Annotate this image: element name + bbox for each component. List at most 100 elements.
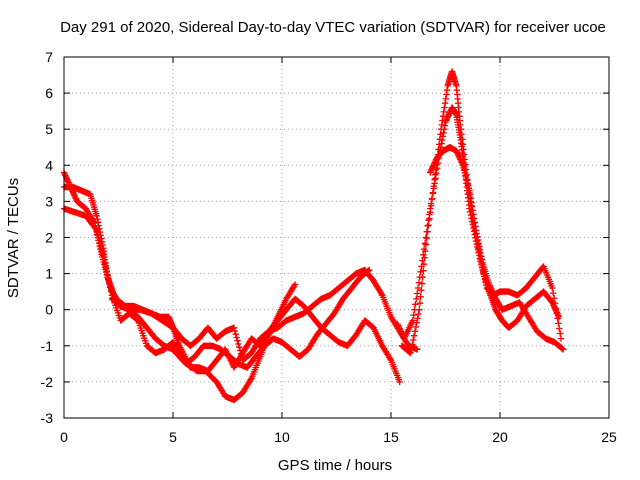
data-point <box>477 249 484 257</box>
data-point <box>413 319 420 326</box>
series-sat-track-1 <box>60 183 299 404</box>
data-point <box>418 287 425 294</box>
data-point <box>437 126 445 133</box>
data-point <box>100 252 107 259</box>
x-tick-label: 0 <box>60 429 68 445</box>
data-point <box>236 347 244 354</box>
data-point <box>429 189 437 196</box>
data-point <box>106 280 113 287</box>
data-point <box>412 301 419 308</box>
y-tick-label: -3 <box>41 410 54 426</box>
data-point <box>557 335 565 342</box>
data-point <box>419 274 426 281</box>
data-point <box>231 327 239 335</box>
data-point <box>416 300 424 307</box>
data-point <box>470 211 477 218</box>
data-point <box>426 215 433 222</box>
data-point <box>417 293 424 300</box>
data-point <box>428 196 436 203</box>
data-point <box>439 117 446 124</box>
data-point <box>430 183 437 190</box>
data-point <box>413 295 420 303</box>
data-point <box>410 311 417 319</box>
data-point <box>551 300 559 307</box>
data-point <box>424 222 431 230</box>
data-point <box>409 317 416 324</box>
x-tick-label: 20 <box>492 429 508 445</box>
data-point <box>431 159 438 166</box>
data-point <box>64 178 72 185</box>
data-point <box>420 261 428 268</box>
data-point <box>436 136 443 143</box>
y-tick-label: 1 <box>45 266 53 282</box>
series-sat-track-6 <box>398 68 565 357</box>
data-point <box>560 346 567 353</box>
data-point <box>94 219 102 226</box>
data-point <box>406 349 413 356</box>
x-axis-label: GPS time / hours <box>278 457 392 474</box>
data-point <box>396 378 403 386</box>
y-tick-label: -1 <box>41 338 54 354</box>
data-point <box>431 176 438 183</box>
data-point <box>411 328 419 335</box>
x-tick-label: 25 <box>601 429 617 445</box>
y-tick-label: 2 <box>45 230 53 246</box>
data-point <box>415 310 422 318</box>
data-point <box>421 254 428 261</box>
data-point <box>460 151 468 158</box>
data-point <box>386 355 394 362</box>
data-point <box>107 288 115 295</box>
data-point <box>459 141 466 148</box>
data-point <box>472 227 480 234</box>
x-tick-label: 5 <box>169 429 177 445</box>
data-point <box>105 276 112 283</box>
series-sat-track-7 <box>427 144 567 353</box>
data-point <box>491 292 498 300</box>
data-point <box>556 325 563 332</box>
data-point <box>423 235 430 242</box>
data-point <box>236 344 243 351</box>
data-point <box>396 325 403 332</box>
data-point <box>100 256 108 263</box>
data-point <box>232 331 239 338</box>
data-point <box>555 320 562 327</box>
series-sat-track-4 <box>108 266 421 364</box>
data-point <box>134 316 141 323</box>
data-point <box>443 87 451 94</box>
data-point <box>66 180 73 188</box>
data-point <box>550 289 557 297</box>
data-point <box>424 228 431 235</box>
axis-ticks: -3 -2 -1 0 1 2 3 4 5 6 7 0 5 10 15 20 25 <box>41 49 617 445</box>
data-point <box>420 251 427 258</box>
grid-lines <box>64 57 609 418</box>
data-point <box>453 147 460 155</box>
data-point <box>418 280 426 287</box>
data-point <box>427 169 434 176</box>
data-point <box>233 334 240 341</box>
y-axis-label: SDTVAR / TECUs <box>5 178 22 298</box>
data-point <box>427 202 435 209</box>
data-point <box>553 310 560 317</box>
data-point <box>407 349 414 357</box>
data-points <box>60 68 567 404</box>
series-sat-track-2 <box>60 169 373 371</box>
data-point <box>102 264 110 271</box>
data-point <box>476 246 484 253</box>
chart-title: Day 291 of 2020, Sidereal Day-to-day VTE… <box>60 19 606 36</box>
data-point <box>489 289 497 297</box>
data-point <box>414 290 421 297</box>
data-point <box>234 337 241 344</box>
data-point <box>412 323 420 331</box>
y-tick-label: 7 <box>45 49 53 65</box>
data-point <box>549 284 556 292</box>
y-tick-label: 4 <box>45 157 53 173</box>
data-point <box>70 191 77 198</box>
data-point <box>414 315 421 322</box>
data-point <box>410 332 418 339</box>
data-point <box>93 212 100 219</box>
data-point <box>552 305 559 312</box>
data-point <box>439 113 447 120</box>
data-point <box>475 240 482 247</box>
data-point <box>478 256 486 263</box>
